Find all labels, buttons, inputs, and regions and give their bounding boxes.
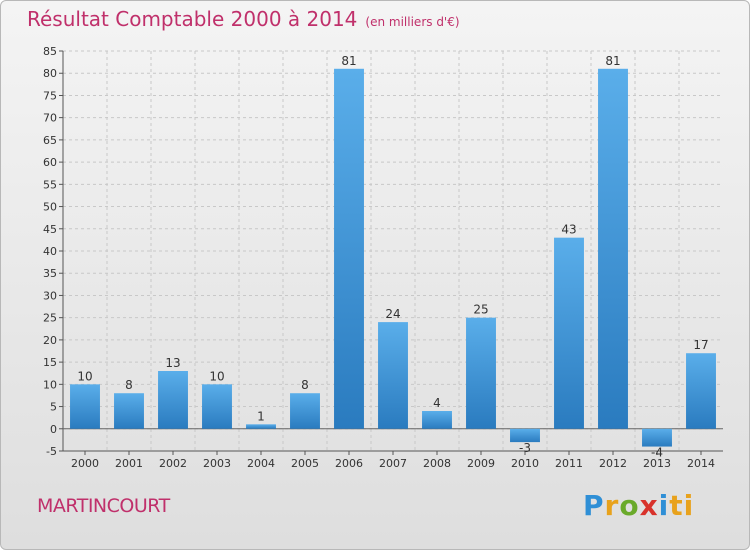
bar <box>246 424 276 429</box>
logo-letter: o <box>619 489 640 522</box>
y-tick-label: 30 <box>43 289 57 302</box>
y-tick-label: 50 <box>43 201 57 214</box>
x-tick-label: 2010 <box>511 457 539 470</box>
bar <box>642 428 672 447</box>
bar <box>422 411 452 429</box>
bar <box>202 384 232 429</box>
y-tick-label: 0 <box>50 423 57 436</box>
bar <box>290 393 320 429</box>
y-tick-label: 40 <box>43 245 57 258</box>
bar <box>114 393 144 429</box>
y-tick-label: 80 <box>43 67 57 80</box>
y-tick-label: 15 <box>43 356 57 369</box>
y-tick-label: 35 <box>43 267 57 280</box>
data-label: 17 <box>693 338 708 352</box>
data-label: 25 <box>473 303 488 317</box>
data-label: -4 <box>651 446 663 460</box>
bar <box>70 384 100 429</box>
bar <box>378 322 408 429</box>
proxiti-logo: Proxiti <box>583 489 694 522</box>
y-tick-label: 5 <box>50 401 57 414</box>
data-label: 24 <box>385 307 400 321</box>
data-label: 43 <box>561 223 576 237</box>
data-label: 10 <box>209 369 224 383</box>
data-label: 1 <box>257 409 265 423</box>
y-tick-label: 10 <box>43 378 57 391</box>
x-tick-label: 2006 <box>335 457 363 470</box>
data-label: 81 <box>605 54 620 68</box>
y-tick-label: 60 <box>43 156 57 169</box>
bar <box>158 371 188 429</box>
y-tick-label: 85 <box>43 45 57 58</box>
y-tick-label: 70 <box>43 112 57 125</box>
y-tick-label: 20 <box>43 334 57 347</box>
x-tick-labels: 2000 2001 2002 2003 2004 2005 2006 2007 2008 2009… <box>71 457 715 470</box>
bar <box>554 237 584 429</box>
logo-letter: P <box>583 489 605 522</box>
logo-letter: r <box>604 489 620 522</box>
bars <box>70 68 716 447</box>
y-tick-labels: -5 0 5 10 15 20 25 30 35 40 45 50 55 60 65 70 75 80 85 <box>43 45 57 458</box>
bar <box>466 317 496 429</box>
x-tick-label: 2004 <box>247 457 275 470</box>
data-label: 8 <box>125 378 133 392</box>
y-tick-label: 55 <box>43 178 57 191</box>
y-tick-label: 75 <box>43 89 57 102</box>
x-tick-label: 2001 <box>115 457 143 470</box>
bar <box>598 68 628 429</box>
y-tick-label: 25 <box>43 312 57 325</box>
data-label: 8 <box>301 378 309 392</box>
x-tick-label: 2002 <box>159 457 187 470</box>
town-name: MARTINCOURT <box>37 495 170 517</box>
data-label: 13 <box>165 356 180 370</box>
x-tick-label: 2011 <box>555 457 583 470</box>
x-tick-label: 2008 <box>423 457 451 470</box>
x-tick-label: 2012 <box>599 457 627 470</box>
data-label: 10 <box>77 369 92 383</box>
x-tick-label: 2013 <box>643 457 671 470</box>
x-tick-label: 2014 <box>687 457 715 470</box>
bar <box>510 428 540 443</box>
x-tick-label: 2000 <box>71 457 99 470</box>
x-tick-label: 2009 <box>467 457 495 470</box>
data-label: -3 <box>519 441 531 455</box>
y-tick-label: -5 <box>46 445 57 458</box>
chart-title-text: Résultat Comptable 2000 à 2014 <box>27 7 358 31</box>
x-tick-label: 2007 <box>379 457 407 470</box>
logo-letter: x <box>639 489 659 522</box>
logo-letter: i <box>658 489 670 522</box>
data-labels: 10 8 13 10 1 8 81 24 4 25 -3 43 81 -4 17 <box>77 54 708 460</box>
chart-subtitle: (en milliers d'€) <box>365 15 460 29</box>
bar <box>334 68 364 429</box>
bar <box>686 353 716 429</box>
y-tick-label: 45 <box>43 223 57 236</box>
data-label: 4 <box>433 396 441 410</box>
logo-letter: ti <box>669 489 695 522</box>
x-tick-label: 2003 <box>203 457 231 470</box>
x-tick-label: 2005 <box>291 457 319 470</box>
chart-title: Résultat Comptable 2000 à 2014 (en millie… <box>27 7 460 31</box>
y-tick-label: 65 <box>43 134 57 147</box>
data-label: 81 <box>341 54 356 68</box>
